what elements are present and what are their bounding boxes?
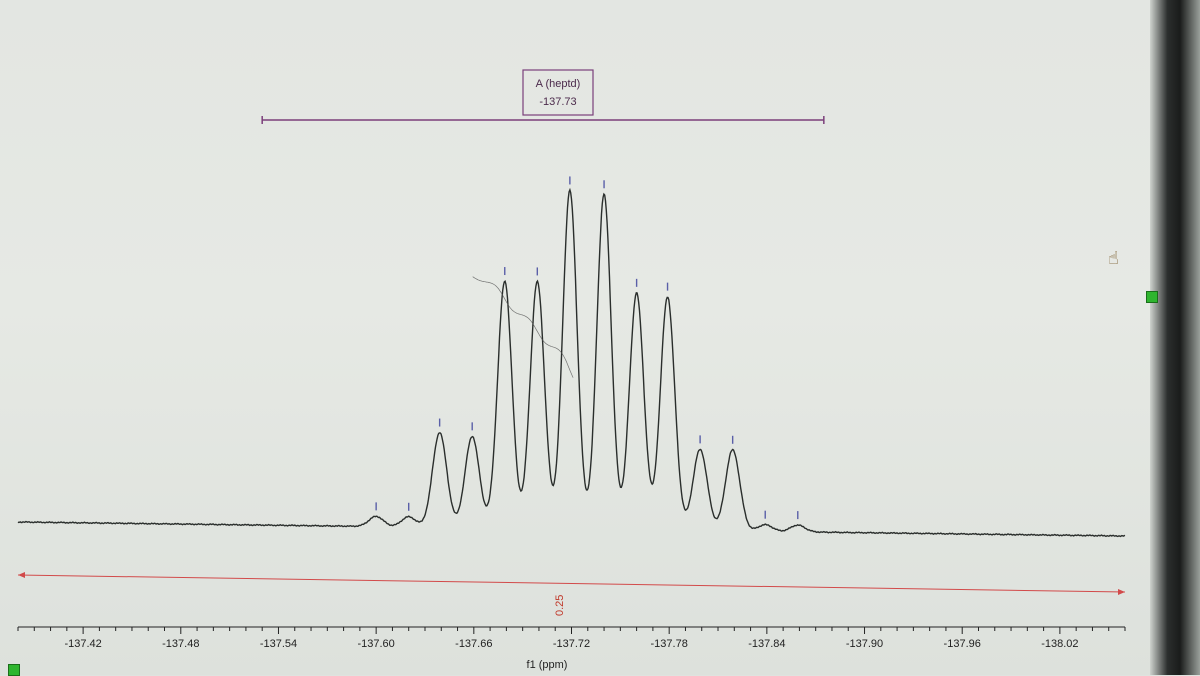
x-axis: -137.42 -137.48 -137.54 -137.60 -137.66 -137.… bbox=[17, 626, 1126, 671]
integral-range-line[interactable] bbox=[17, 574, 1126, 593]
x-tick-label: -137.72 bbox=[553, 638, 590, 650]
x-tick-label: -137.60 bbox=[357, 638, 394, 650]
x-tick-label: -137.96 bbox=[944, 638, 981, 650]
multiplet-annotation[interactable]: A (heptd) -137.73 bbox=[261, 69, 825, 124]
x-tick-label: -137.66 bbox=[455, 638, 492, 650]
cursor-handle-bottom[interactable] bbox=[8, 664, 20, 676]
x-axis-tick-labels: -137.42 -137.48 -137.54 -137.60 -137.66 -137.… bbox=[64, 638, 1078, 650]
x-tick-label: -138.02 bbox=[1041, 638, 1078, 650]
peak-markers bbox=[375, 176, 799, 520]
x-tick-label: -137.42 bbox=[64, 638, 101, 650]
x-tick-label: -137.84 bbox=[748, 638, 785, 650]
hand-pointer-icon: ☝ bbox=[1108, 248, 1119, 269]
x-tick-label: -137.78 bbox=[651, 638, 688, 650]
x-tick-label: -137.48 bbox=[162, 638, 199, 650]
multiplet-label-box[interactable] bbox=[522, 69, 594, 116]
x-tick-label: -137.90 bbox=[846, 638, 883, 650]
integral-arrow-right bbox=[1118, 589, 1125, 595]
x-tick-label: -137.54 bbox=[260, 638, 297, 650]
spectrum-trace bbox=[17, 187, 1126, 538]
integral-value: 0.25 bbox=[554, 595, 566, 616]
x-axis-minor-ticks bbox=[17, 627, 1126, 634]
monitor-bezel bbox=[1150, 0, 1200, 675]
integral-curve bbox=[472, 276, 574, 378]
integral-annotation[interactable]: 0.25 bbox=[17, 572, 1126, 616]
multiplet-shift: -137.73 bbox=[539, 96, 576, 108]
x-axis-label: f1 (ppm) bbox=[527, 659, 568, 671]
cursor-handle-right[interactable] bbox=[1146, 291, 1158, 303]
multiplet-label: A (heptd) bbox=[536, 78, 581, 90]
integral-arrow-left bbox=[18, 572, 25, 578]
